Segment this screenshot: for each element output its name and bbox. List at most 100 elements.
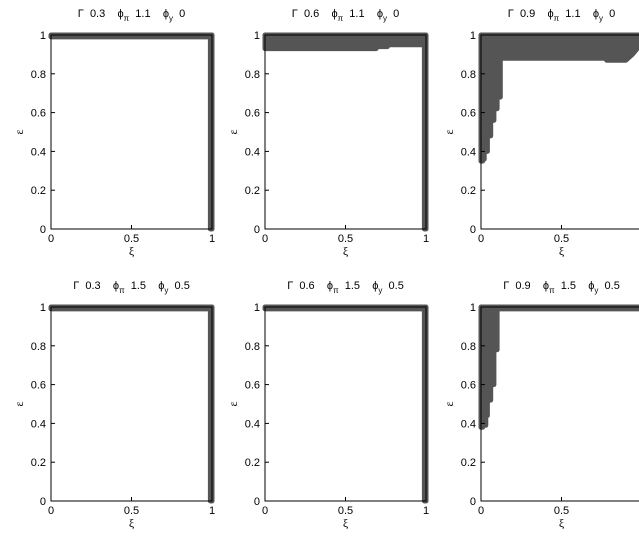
param-value: 0.6 [298, 8, 332, 20]
param-symbol: ϕ [163, 8, 169, 20]
param-symbol: ϕ [327, 280, 333, 292]
shaded-region [478, 32, 639, 164]
y-tick-label: 0 [470, 496, 476, 508]
title-subscript: y [594, 286, 598, 295]
panel-title: Γ 0.6 ϕπ 1.1 ϕy 0 [292, 8, 399, 23]
y-axis-label: ε [442, 129, 456, 134]
y-tick-label: 0.2 [461, 185, 476, 197]
title-subscript: y [378, 286, 382, 295]
param-symbol: ϕ [377, 8, 383, 20]
param-value: 0.9 [514, 8, 548, 20]
y-axis-label: ε [12, 401, 26, 406]
y-tick-label: 0.6 [31, 108, 46, 120]
title-subscript: y [599, 14, 603, 23]
chart-panel: Γ 0.6 ϕπ 1.5 ϕy 0.500.20.40.60.810 0.5 1ξε [226, 280, 429, 530]
y-tick-label: 0 [470, 224, 476, 236]
param-value: 1.5 [125, 280, 159, 292]
param-symbol: Γ [292, 8, 298, 20]
y-tick-label: 0.2 [461, 457, 476, 469]
axes-box [50, 306, 213, 502]
y-axis-label: ε [226, 129, 240, 134]
param-value: 0 [387, 8, 399, 20]
param-symbol: Γ [78, 8, 84, 20]
param-symbol: ϕ [113, 280, 119, 292]
param-symbol: Γ [287, 280, 293, 292]
param-value: 0.9 [509, 280, 543, 292]
param-symbol: ϕ [158, 280, 164, 292]
y-tick-label: 0.8 [461, 69, 476, 81]
x-tick-label: 0.5 [338, 233, 353, 245]
title-subscript: y [383, 14, 387, 23]
x-tick-label: 1 [209, 233, 215, 245]
x-tick-label: 0.5 [554, 505, 569, 517]
param-symbol: ϕ [372, 280, 378, 292]
chart-panel: Γ 0.6 ϕπ 1.1 ϕy 000.20.40.60.810 0.5 1ξε [226, 8, 429, 258]
x-axis-label: ξ [343, 516, 349, 530]
y-tick-label: 1 [470, 302, 476, 314]
panel-title: Γ 0.9 ϕπ 1.1 ϕy 0 [508, 8, 615, 23]
x-axis-label: ξ [559, 516, 565, 530]
panel-title: Γ 0.3 ϕπ 1.1 ϕy 0 [78, 8, 185, 23]
x-tick-label: 0 [262, 505, 268, 517]
x-tick-label: 0 [48, 505, 54, 517]
y-tick-label: 0.6 [31, 380, 46, 392]
param-symbol: ϕ [543, 280, 549, 292]
y-tick-label: 0.6 [461, 108, 476, 120]
shaded-region [48, 304, 215, 504]
param-symbol: ϕ [593, 8, 599, 20]
param-value: 0 [603, 8, 615, 20]
title-subscript: π [333, 286, 339, 295]
x-tick-label: 0 [478, 233, 484, 245]
y-tick-label: 1 [470, 30, 476, 42]
param-value: 0.5 [382, 280, 403, 292]
y-tick-label: 1 [254, 302, 260, 314]
panel-title: Γ 0.6 ϕπ 1.5 ϕy 0.5 [287, 280, 404, 295]
param-value: 0.6 [293, 280, 327, 292]
x-tick-label: 1 [423, 233, 429, 245]
shaded-region [262, 32, 429, 232]
y-tick-label: 0.2 [31, 457, 46, 469]
y-tick-label: 0.8 [31, 69, 46, 81]
x-axis-label: ξ [343, 244, 349, 258]
y-tick-label: 1 [40, 302, 46, 314]
y-axis-label: ε [442, 401, 456, 406]
title-subscript: y [164, 286, 168, 295]
param-value: 1.1 [559, 8, 593, 20]
chart-panel: Γ 0.9 ϕπ 1.1 ϕy 000.20.40.60.810 0.5ξε [442, 8, 639, 258]
y-tick-label: 0 [254, 496, 260, 508]
param-symbol: ϕ [588, 280, 594, 292]
y-axis-label: ε [226, 401, 240, 406]
param-symbol: Γ [503, 280, 509, 292]
x-tick-label: 1 [209, 505, 215, 517]
shaded-region [262, 304, 429, 504]
y-tick-label: 0.4 [31, 418, 46, 430]
y-tick-label: 0.2 [245, 185, 260, 197]
y-tick-label: 0.4 [31, 146, 46, 158]
x-axis-label: ξ [129, 516, 135, 530]
axes-box [480, 34, 639, 230]
y-tick-label: 0 [40, 224, 46, 236]
y-tick-label: 0.8 [245, 69, 260, 81]
chart-panel: Γ 0.3 ϕπ 1.1 ϕy 000.20.40.60.810 0.5 1ξε [12, 8, 215, 258]
x-tick-label: 0 [48, 233, 54, 245]
y-tick-label: 0.4 [245, 146, 260, 158]
chart-panel: Γ 0.3 ϕπ 1.5 ϕy 0.500.20.40.60.810 0.5 1ξε [12, 280, 215, 530]
title-subscript: π [119, 286, 125, 295]
x-tick-label: 0 [478, 505, 484, 517]
axes-box [264, 306, 427, 502]
y-tick-label: 0.8 [31, 341, 46, 353]
x-axis-label: ξ [129, 244, 135, 258]
y-tick-label: 0.4 [461, 146, 476, 158]
param-value: 0.3 [84, 8, 118, 20]
param-symbol: Γ [508, 8, 514, 20]
param-value: 1.5 [339, 280, 373, 292]
axes-box [50, 34, 213, 230]
param-symbol: ϕ [331, 8, 337, 20]
title-subscript: y [169, 14, 173, 23]
x-axis-label: ξ [559, 244, 565, 258]
param-value: 0 [173, 8, 185, 20]
param-symbol: Γ [73, 280, 79, 292]
y-tick-label: 0.4 [461, 418, 476, 430]
param-symbol: ϕ [547, 8, 553, 20]
